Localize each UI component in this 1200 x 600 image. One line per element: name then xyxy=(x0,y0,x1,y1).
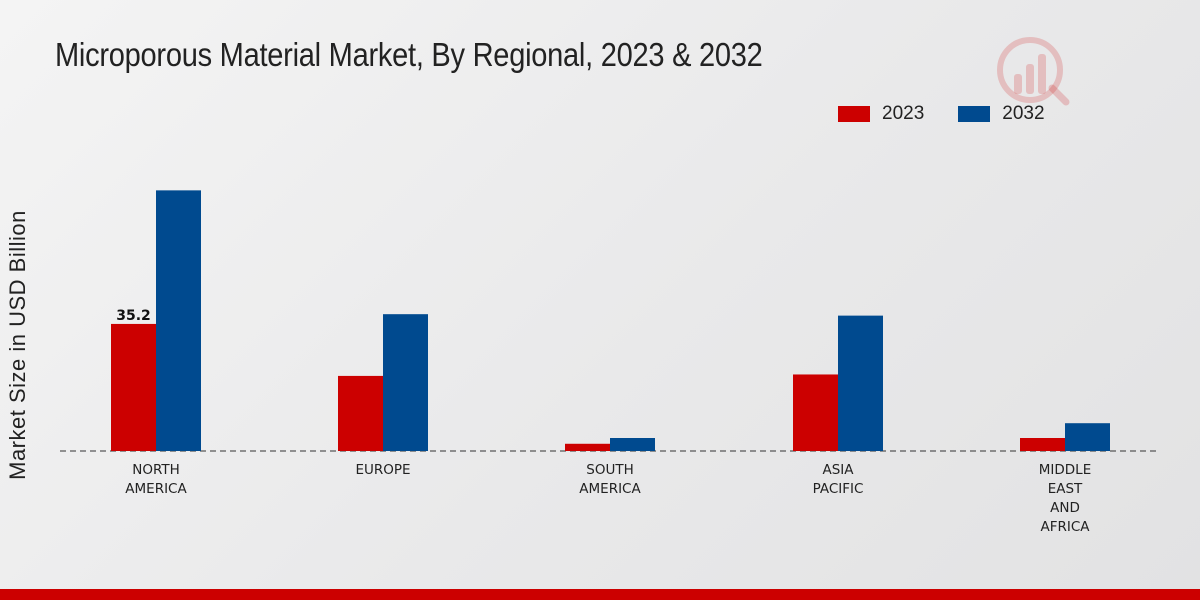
brand-logo-icon xyxy=(997,37,1070,106)
x-tick-label-europe: EUROPE xyxy=(355,462,410,478)
bar-south-america-2023[interactable] xyxy=(565,443,610,451)
bar-middle-east-and-africa-2023[interactable] xyxy=(1020,438,1065,451)
legend-item-2032[interactable]: 2032 xyxy=(958,103,1045,125)
bar-middle-east-and-africa-2032[interactable] xyxy=(1065,423,1110,451)
data-label-north-america-2023: 35.2 xyxy=(116,308,151,324)
legend: 2023 2032 xyxy=(838,103,1079,125)
x-tick-label-north-america: NORTH AMERICA xyxy=(125,462,187,497)
bar-north-america-2032[interactable] xyxy=(156,190,201,451)
bar-europe-2023[interactable] xyxy=(338,375,383,451)
bar-south-america-2032[interactable] xyxy=(610,438,655,451)
bottom-accent-bar xyxy=(0,589,1200,600)
bar-asia-pacific-2032[interactable] xyxy=(838,315,883,451)
legend-swatch-2032 xyxy=(958,106,991,122)
bar-north-america-2023[interactable] xyxy=(111,323,156,451)
x-tick-label-south-america: SOUTH AMERICA xyxy=(579,462,641,497)
x-tick-label-asia-pacific: ASIA PACIFIC xyxy=(813,462,864,497)
legend-item-2023[interactable]: 2023 xyxy=(838,103,924,125)
legend-swatch-2023 xyxy=(838,106,870,122)
chart-title: Microporous Material Market, By Regional… xyxy=(55,36,763,73)
bar-asia-pacific-2023[interactable] xyxy=(793,374,838,451)
x-tick-label-middle-east-and-africa: MIDDLE EAST AND AFRICA xyxy=(1039,462,1091,535)
legend-label-2032: 2032 xyxy=(1002,103,1045,124)
bar-europe-2032[interactable] xyxy=(383,314,428,451)
legend-label-2023: 2023 xyxy=(882,103,925,124)
